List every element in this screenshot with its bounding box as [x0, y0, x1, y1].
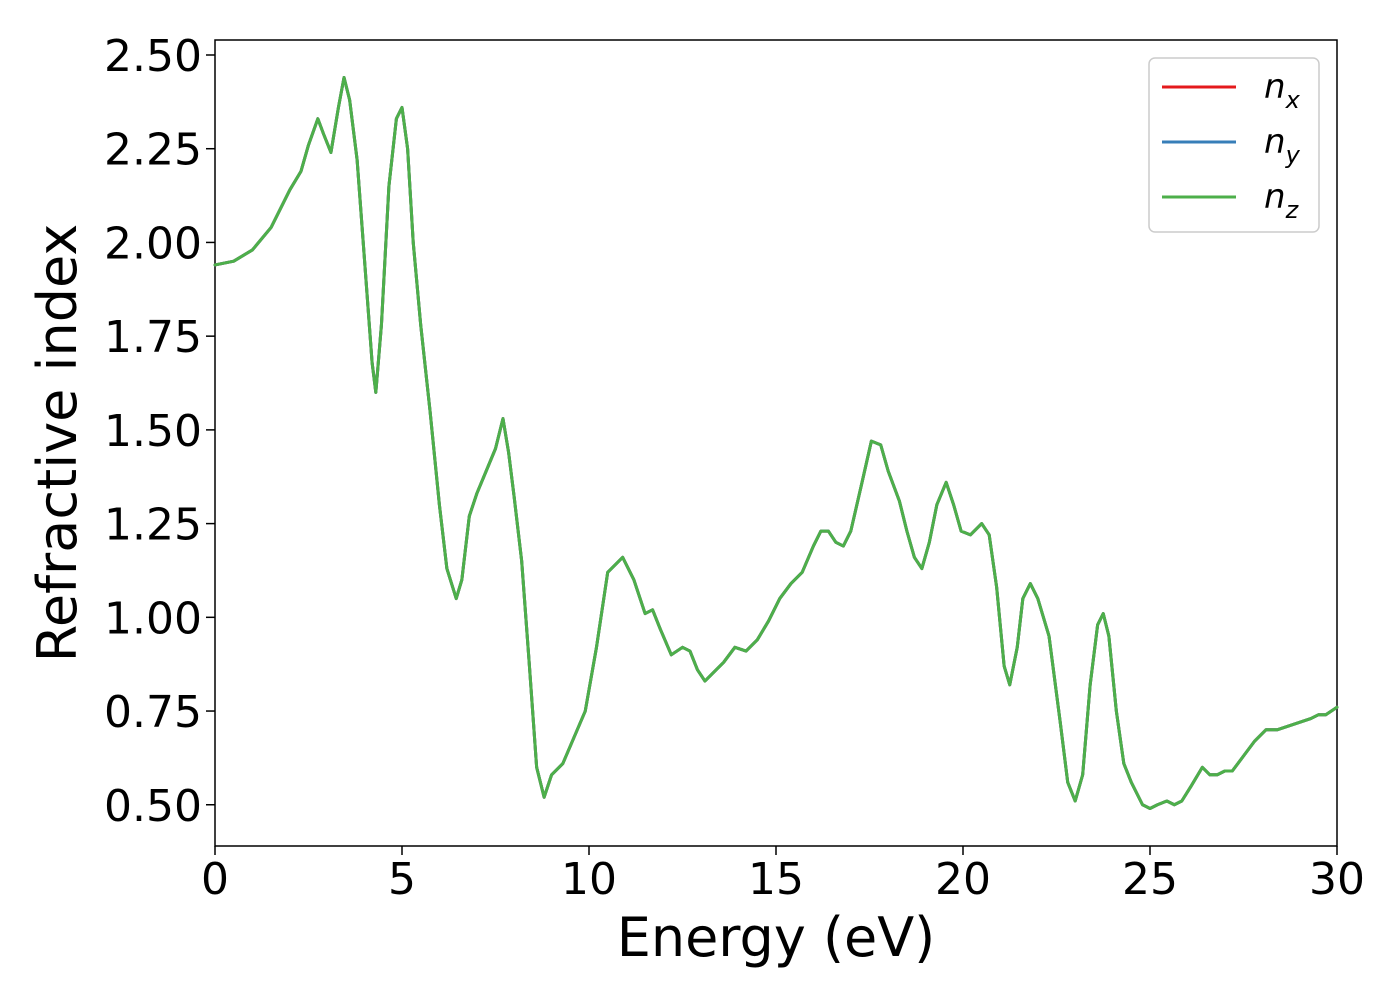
legend-label-subscript: x	[1285, 86, 1301, 114]
x-tick-label: 0	[201, 854, 229, 905]
y-tick-label: 0.50	[104, 781, 202, 832]
y-tick-label: 2.50	[104, 31, 202, 82]
x-tick-label: 5	[388, 854, 416, 905]
y-tick-label: 2.00	[104, 218, 202, 269]
x-tick-label: 30	[1309, 854, 1365, 905]
y-axis-label: Refractive index	[26, 224, 89, 663]
y-tick-label: 1.50	[104, 406, 202, 457]
y-tick-label: 1.25	[104, 500, 202, 551]
legend-label-x: nx	[1264, 67, 1301, 114]
legend-frame	[1148, 57, 1320, 233]
y-tick-label: 1.75	[104, 312, 202, 363]
legend-label-subscript: z	[1285, 196, 1300, 224]
y-tick-label: 2.25	[104, 125, 202, 176]
legend-label-base: n	[1264, 67, 1286, 107]
x-tick-label: 25	[1122, 854, 1178, 905]
y-tick-label: 0.75	[104, 687, 202, 738]
legend-label-base: n	[1264, 177, 1286, 217]
x-axis-label: Energy (eV)	[617, 906, 936, 969]
x-tick-label: 20	[935, 854, 991, 905]
x-tick-label: 10	[561, 854, 617, 905]
legend-label-base: n	[1264, 122, 1286, 162]
y-tick-label: 1.00	[104, 593, 202, 644]
legend-label-subscript: y	[1285, 141, 1301, 169]
series-line-z	[213, 75, 1339, 811]
legend-label-y: ny	[1264, 122, 1301, 169]
x-axis-ticks: 0 5 10 15 20 25 30	[201, 846, 1365, 905]
series-lines	[213, 75, 1339, 811]
legend-label-z: nz	[1264, 177, 1300, 224]
y-axis-ticks: 0.50 0.75 1.00 1.25 1.50 1.75 2.00 2.25 2.50	[104, 31, 215, 832]
x-tick-label: 15	[748, 854, 804, 905]
